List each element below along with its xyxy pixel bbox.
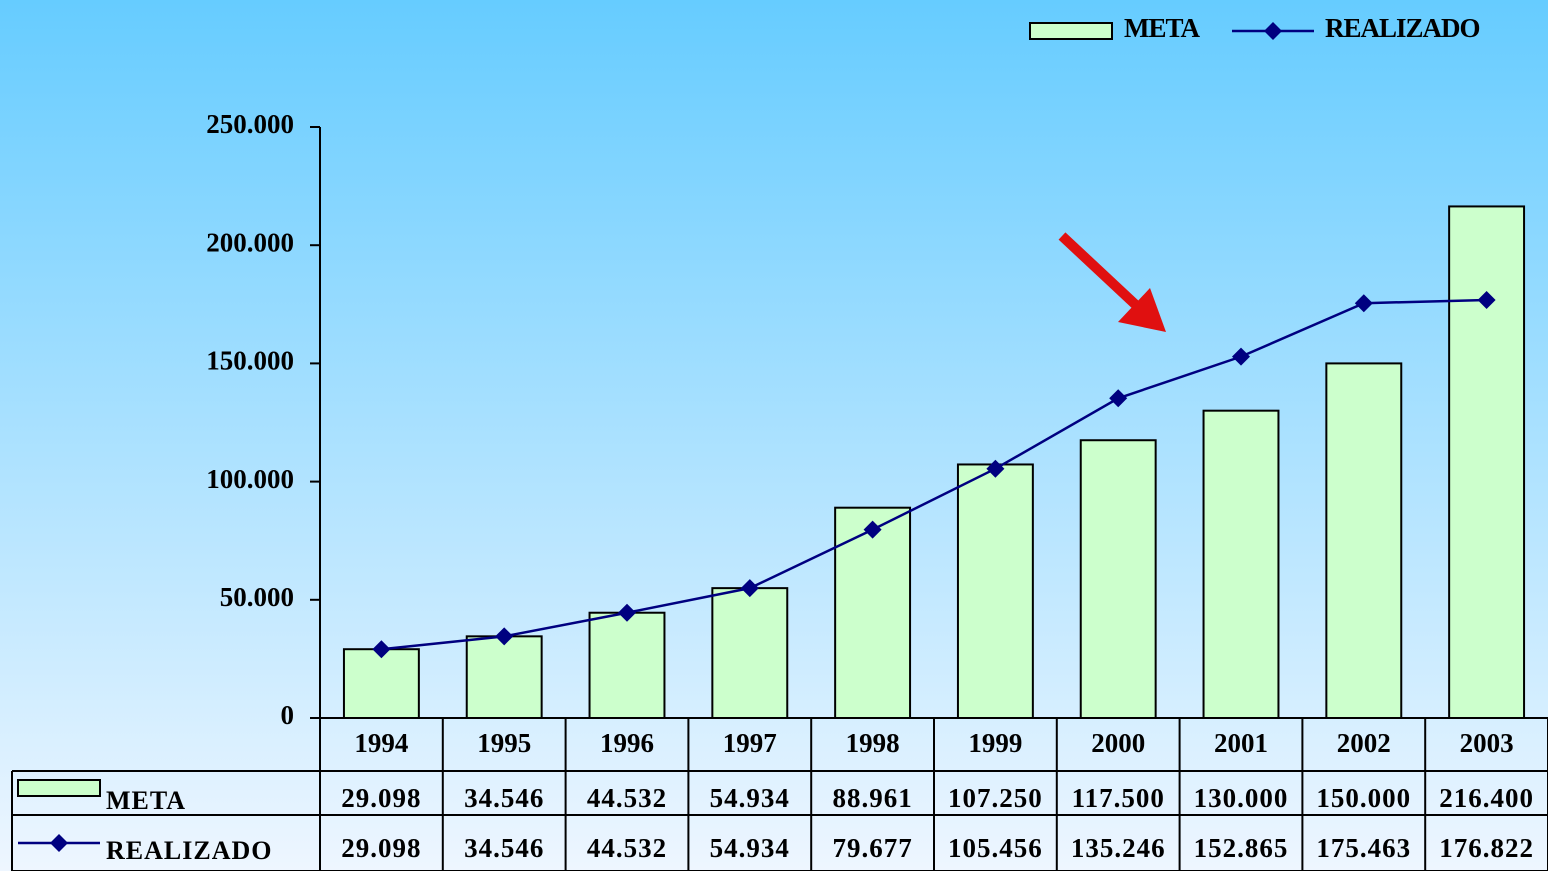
annotation-arrow	[1058, 232, 1166, 332]
bar	[588, 611, 666, 720]
table-cell: 107.250	[948, 783, 1043, 813]
y-tick-label: 0	[281, 700, 295, 730]
y-tick-label: 50.000	[220, 582, 294, 612]
bar	[465, 635, 543, 719]
marker	[1477, 290, 1496, 309]
legend-swatch	[1029, 22, 1113, 40]
table-cell: 79.677	[832, 833, 912, 863]
marker	[1109, 389, 1128, 408]
marker	[1354, 294, 1373, 313]
y-tick-label: 250.000	[206, 109, 294, 139]
bar	[711, 587, 789, 720]
table-cell: 216.400	[1439, 783, 1534, 813]
marker	[372, 640, 391, 659]
table-cell: 29.098	[341, 783, 421, 813]
x-tick-label: 1994	[354, 728, 408, 758]
table-cell: 117.500	[1072, 783, 1165, 813]
table-cell: 176.822	[1439, 833, 1534, 863]
legend-marker	[1264, 22, 1282, 40]
table-cell: 34.546	[464, 783, 544, 813]
table-cell: 34.546	[464, 833, 544, 863]
bar	[834, 506, 912, 719]
table-cell: 175.463	[1316, 833, 1411, 863]
table-cell: 152.865	[1194, 833, 1289, 863]
y-tick-label: 200.000	[206, 227, 294, 257]
marker	[1232, 347, 1250, 366]
x-tick-label: 2001	[1214, 728, 1268, 758]
table-cell: 150.000	[1316, 783, 1411, 813]
legend-label: REALIZADO	[1325, 13, 1480, 43]
x-tick-label: 1996	[600, 728, 654, 758]
x-tick-label: 2003	[1460, 728, 1514, 758]
bar	[956, 463, 1034, 719]
x-tick-label: 2000	[1091, 728, 1145, 758]
table-cell: 54.934	[710, 833, 790, 863]
x-tick-label: 2002	[1337, 728, 1391, 758]
table-row-label: REALIZADO	[106, 836, 272, 865]
marker	[495, 627, 514, 646]
table-cell: 135.246	[1071, 833, 1166, 863]
table-cell: 105.456	[948, 833, 1043, 863]
legend-label: META	[1124, 13, 1200, 43]
marker	[863, 520, 882, 539]
x-tick-label: 1999	[968, 728, 1022, 758]
table-cell: 44.532	[587, 783, 667, 813]
marker	[986, 459, 1005, 478]
table-row-label: META	[106, 786, 186, 815]
table-cell: 130.000	[1194, 783, 1289, 813]
table-cell: 54.934	[710, 783, 790, 813]
table-cell: 29.098	[341, 833, 421, 863]
bar	[1202, 409, 1280, 719]
bar	[1448, 205, 1526, 720]
line	[381, 298, 1487, 651]
legend-marker	[50, 834, 68, 852]
legend-swatch	[17, 779, 101, 797]
bar	[1325, 362, 1403, 719]
marker	[618, 603, 636, 622]
bar	[1079, 439, 1157, 719]
y-tick-label: 100.000	[206, 464, 294, 494]
table-cell: 44.532	[587, 833, 667, 863]
table-cell: 88.961	[832, 783, 912, 813]
marker	[740, 579, 759, 598]
bar	[342, 648, 420, 720]
x-tick-label: 1998	[846, 728, 900, 758]
x-tick-label: 1997	[723, 728, 777, 758]
y-tick-label: 150.000	[206, 346, 294, 376]
x-tick-label: 1995	[477, 728, 531, 758]
